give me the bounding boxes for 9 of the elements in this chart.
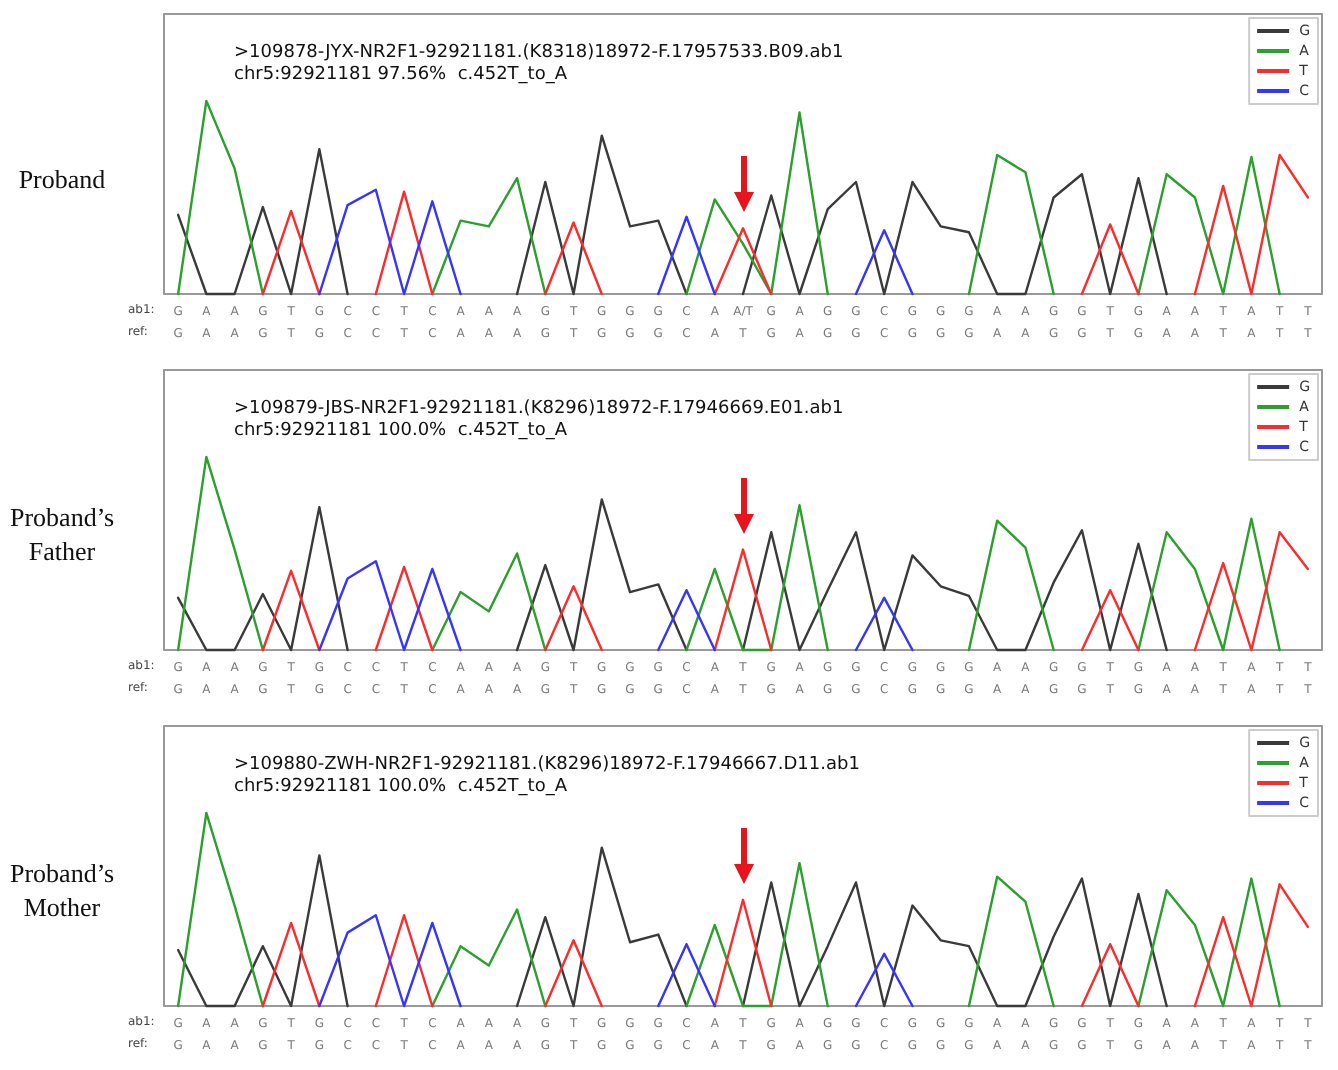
chart-subtitle: chr5:92921181 97.56% c.452T_to_A (234, 65, 569, 85)
y-axis-title: Proband (16, 161, 108, 195)
chart-title: >109878-JYX-NR2F1-92921181.(K8318)18972-F.17957533.B09.ab1 (234, 43, 844, 63)
y-axis-title: Proband’s Father (8, 500, 116, 568)
chart-title: >109879-JBS-NR2F1-92921181.(K8296)18972-F.17946669.E01.ab1 (234, 399, 844, 419)
y-axis-title: Proband’s Mother (8, 856, 116, 924)
chart-subtitle: chr5:92921181 100.0% c.452T_to_A (234, 421, 569, 441)
chart-subtitle: chr5:92921181 100.0% c.452T_to_A (234, 777, 569, 797)
chart-title: >109880-ZWH-NR2F1-92921181.(K8296)18972-F.17946667.D11.ab1 (234, 755, 860, 775)
